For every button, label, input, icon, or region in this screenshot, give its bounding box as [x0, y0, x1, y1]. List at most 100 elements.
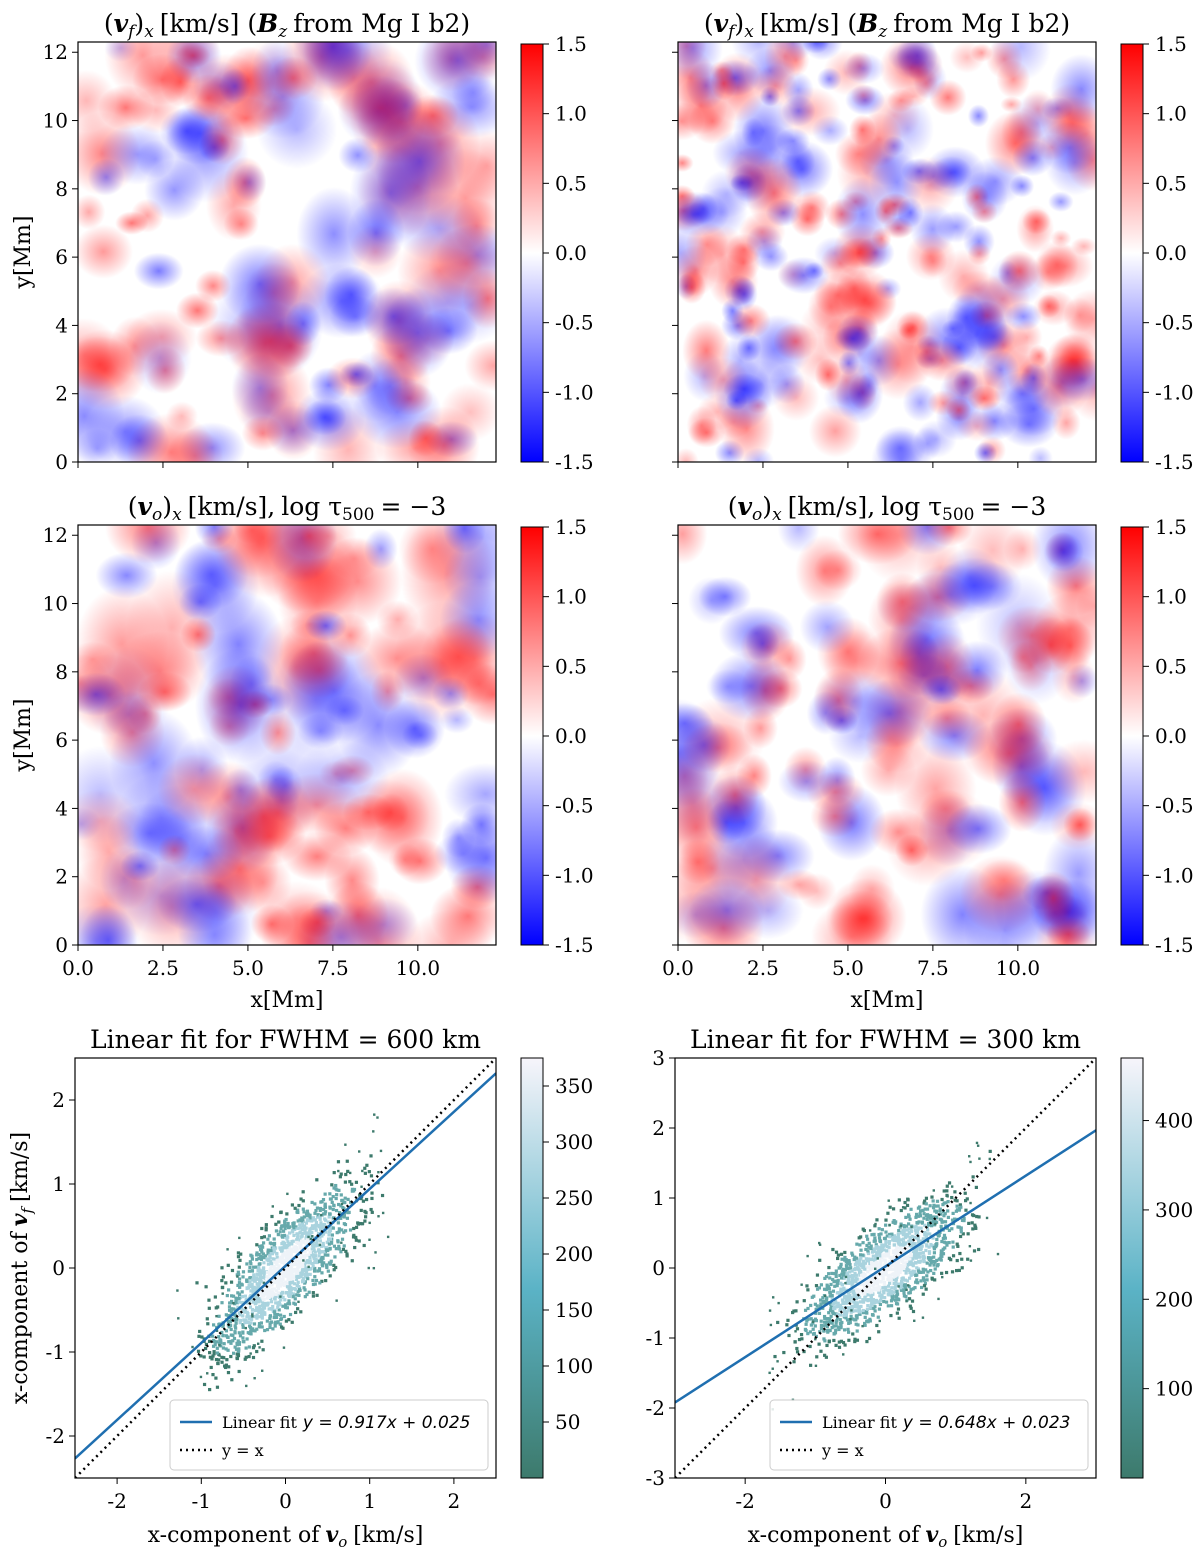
density-bin [241, 1314, 245, 1318]
positive-velocity-patch [808, 404, 862, 458]
density-bin [258, 1315, 262, 1319]
y-tick-label: 6 [55, 728, 68, 752]
density-bin [925, 1243, 929, 1247]
outlier-bin [260, 1369, 264, 1372]
density-bin [322, 1222, 327, 1227]
density-bin [290, 1249, 294, 1254]
density-bin [286, 1272, 290, 1276]
density-bin [870, 1284, 874, 1288]
density-bin [830, 1271, 834, 1276]
positive-velocity-patch [856, 525, 941, 584]
density-bin [226, 1263, 230, 1267]
density-bin [827, 1265, 831, 1270]
density-bin [836, 1253, 840, 1257]
density-bin [267, 1258, 271, 1262]
negative-velocity-patch [219, 243, 301, 324]
positive-velocity-patch [773, 322, 818, 361]
density-bin [339, 1216, 343, 1220]
density-bin [847, 1330, 851, 1334]
density-bin [906, 1213, 911, 1217]
density-bin [311, 1216, 316, 1220]
negative-velocity-patch [1050, 356, 1096, 402]
density-bin [975, 1214, 979, 1219]
title-units: [km/s], [188, 492, 276, 521]
density-bin [286, 1221, 290, 1226]
density-bin [842, 1276, 846, 1280]
positive-velocity-patch [745, 157, 803, 229]
density-bin [904, 1294, 908, 1299]
density-bin [864, 1289, 868, 1293]
density-bin [887, 1240, 891, 1244]
positive-velocity-patch [917, 339, 967, 382]
density-bin [901, 1278, 905, 1282]
outlier-bin [794, 1330, 797, 1333]
density-bin [877, 1256, 881, 1261]
density-bin [883, 1258, 887, 1262]
density-bin [263, 1254, 268, 1258]
density-bin [896, 1273, 900, 1277]
y-tick-label: 0 [55, 450, 68, 474]
density-bin [278, 1230, 282, 1234]
density-bin [266, 1252, 270, 1256]
density-bin [256, 1282, 261, 1286]
density-bin [943, 1236, 947, 1240]
density-bin [803, 1327, 808, 1332]
density-bin [898, 1225, 902, 1229]
outlier-bin [307, 1265, 310, 1269]
outlier-bin [245, 1384, 248, 1388]
outlier-bin [377, 1171, 380, 1174]
title-paren: ) [762, 492, 772, 521]
negative-velocity-patch [700, 169, 753, 219]
density-bin [261, 1267, 266, 1271]
density-bin [267, 1273, 272, 1277]
density-bin [367, 1170, 371, 1174]
density-bin [299, 1264, 303, 1269]
density-bin [831, 1310, 835, 1315]
outlier-bin [768, 1309, 772, 1312]
density-bin [922, 1216, 926, 1220]
outlier-bin [996, 1252, 1000, 1256]
density-bin [370, 1196, 374, 1201]
density-bin [288, 1281, 292, 1285]
density-bin [260, 1291, 264, 1295]
outlier-bin [297, 1300, 300, 1304]
density-bin [276, 1273, 280, 1277]
density-bin [866, 1298, 870, 1302]
density-bin [260, 1300, 264, 1304]
density-bin [825, 1317, 830, 1321]
density-bin [945, 1184, 949, 1188]
density-bin [822, 1287, 827, 1291]
density-bin [300, 1269, 304, 1273]
density-bin [259, 1310, 263, 1314]
density-bin [849, 1266, 853, 1270]
colorbar-tick-label: -0.5 [1155, 794, 1194, 818]
density-bin [861, 1291, 865, 1295]
density-bin [337, 1244, 341, 1248]
density-bin [318, 1228, 323, 1232]
outlier-bin [932, 1189, 935, 1192]
density-bin [895, 1302, 900, 1306]
density-bin [320, 1234, 324, 1238]
positive-velocity-patch [1070, 237, 1096, 256]
density-bin [258, 1280, 262, 1284]
colorbar-tick-label: 200 [1155, 1287, 1193, 1311]
density-bin [264, 1291, 269, 1296]
density-bin [852, 1257, 856, 1262]
negative-velocity-patch [902, 383, 938, 422]
density-bin [334, 1247, 338, 1251]
density-bin [354, 1235, 358, 1240]
density-bin [202, 1382, 207, 1387]
density-bin [276, 1286, 281, 1290]
density-bin [272, 1250, 277, 1254]
density-bin [330, 1240, 334, 1245]
density-bin [294, 1310, 298, 1315]
density-bin [195, 1281, 199, 1285]
density-bin [966, 1232, 970, 1236]
density-bin [274, 1294, 278, 1298]
density-bin [828, 1317, 832, 1321]
density-bin [341, 1247, 346, 1252]
density-bin [814, 1334, 818, 1339]
density-bin [822, 1314, 827, 1319]
density-bin [944, 1270, 949, 1275]
